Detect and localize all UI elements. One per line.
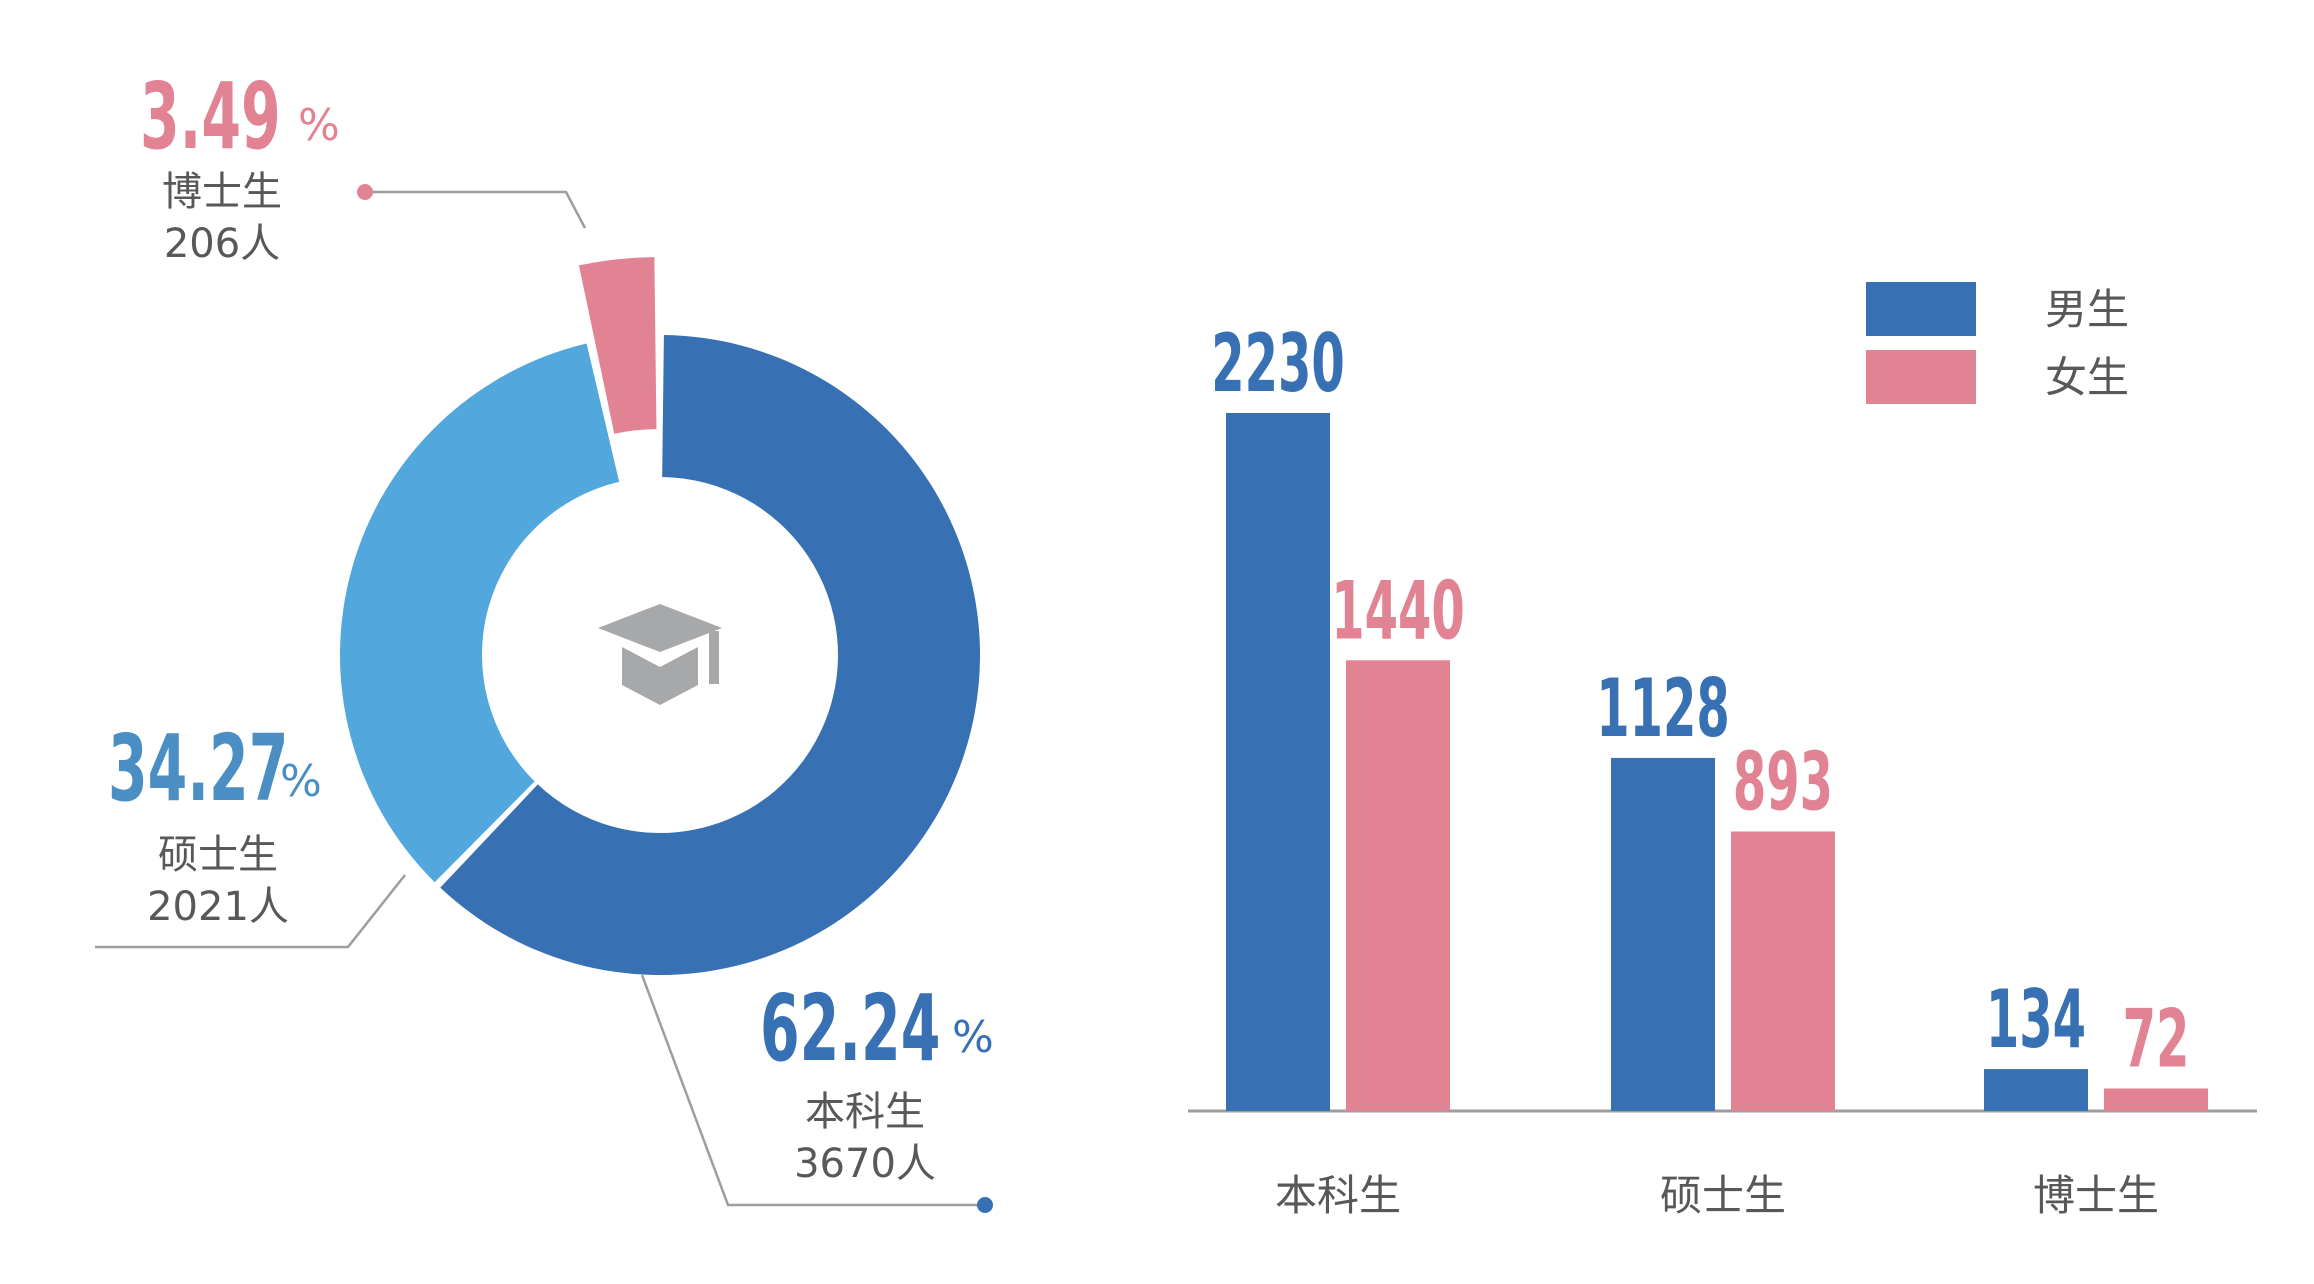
legend-label-1: 女生 bbox=[2045, 353, 2129, 402]
bar-male-1 bbox=[1611, 757, 1715, 1111]
slice-percent-2: 3.49 bbox=[140, 64, 281, 171]
bar-value-label-male-2: 134 bbox=[1986, 973, 2086, 1066]
legend-label-0: 男生 bbox=[2045, 285, 2129, 334]
slice-percent-unit-2: % bbox=[298, 100, 340, 151]
slice-name-1: 硕士生 bbox=[158, 832, 278, 878]
slice-percent-unit-0: % bbox=[952, 1012, 994, 1063]
slice-percent-unit-1: % bbox=[280, 756, 322, 807]
x-tick-label-0: 本科生 bbox=[1275, 1171, 1401, 1220]
donut-slice-1 bbox=[340, 343, 620, 883]
bar-female-1 bbox=[1731, 831, 1835, 1111]
bar-male-0 bbox=[1226, 413, 1330, 1111]
slice-percent-0: 62.24 bbox=[760, 976, 940, 1083]
leader-line-1 bbox=[95, 874, 406, 949]
bar-value-label-male-0: 2230 bbox=[1211, 317, 1345, 410]
bar-value-label-female-2: 72 bbox=[2123, 992, 2190, 1085]
bar-male-2 bbox=[1984, 1069, 2088, 1111]
donut-chart bbox=[340, 257, 981, 975]
slice-name-0: 本科生 bbox=[805, 1089, 925, 1135]
bar-value-label-female-1: 893 bbox=[1733, 736, 1833, 829]
legend-swatch-1 bbox=[1866, 350, 1976, 404]
bar-value-label-female-0: 1440 bbox=[1331, 564, 1465, 657]
leader-line-2 bbox=[365, 190, 587, 229]
slice-name-2: 博士生 bbox=[162, 169, 282, 215]
bar-female-2 bbox=[2104, 1088, 2208, 1111]
leader-dot-2 bbox=[357, 184, 373, 200]
leader-line-0 bbox=[640, 974, 985, 1207]
donut-slice-2 bbox=[578, 257, 657, 434]
bar-female-0 bbox=[1346, 660, 1450, 1111]
graduation-cap-icon bbox=[598, 604, 722, 705]
donut-slice-0 bbox=[440, 335, 981, 975]
slice-count-0: 3670人 bbox=[794, 1141, 936, 1187]
slice-count-1: 2021人 bbox=[147, 884, 289, 930]
legend-swatch-0 bbox=[1866, 282, 1976, 336]
x-tick-label-2: 博士生 bbox=[2033, 1171, 2159, 1220]
leader-dot-0 bbox=[977, 1197, 993, 1213]
x-tick-label-1: 硕士生 bbox=[1660, 1171, 1786, 1220]
slice-count-2: 206人 bbox=[164, 221, 280, 267]
slice-percent-1: 34.27 bbox=[108, 716, 288, 823]
bar-value-label-male-1: 1128 bbox=[1596, 662, 1730, 755]
